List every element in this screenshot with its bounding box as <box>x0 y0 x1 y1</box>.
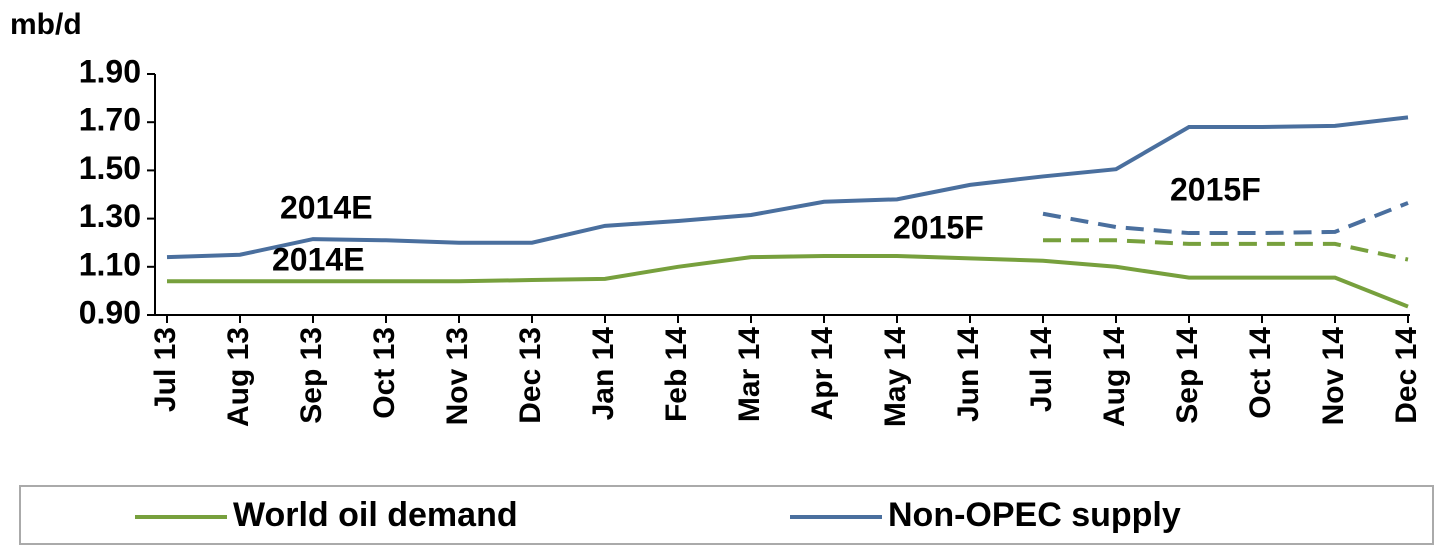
series-label: 2014E <box>272 241 365 277</box>
x-tick-label: Apr 14 <box>806 327 839 421</box>
legend-label: World oil demand <box>233 496 518 534</box>
x-tick-label: Mar 14 <box>733 327 766 422</box>
series-label: 2015F <box>1170 171 1261 207</box>
y-tick-label: 1.10 <box>79 246 141 282</box>
series-line <box>167 253 1409 309</box>
x-tick-label: Dec 14 <box>1390 327 1423 424</box>
y-tick-label: 0.90 <box>79 294 141 330</box>
x-tick-label: Aug 13 <box>222 327 255 427</box>
series-line <box>166 115 1409 260</box>
x-tick-label: Dec 13 <box>514 327 547 424</box>
x-tick-label: Oct 14 <box>1244 327 1277 419</box>
x-tick-label: Jun 14 <box>952 327 985 422</box>
x-tick-label: May 14 <box>879 327 912 427</box>
series-line <box>1042 201 1409 236</box>
x-tick-label: Nov 13 <box>441 327 474 425</box>
x-tick-label: Feb 14 <box>660 327 693 422</box>
x-tick-label: Sep 13 <box>295 327 328 424</box>
x-tick-label: Aug 14 <box>1098 327 1131 427</box>
y-tick-label: 1.30 <box>79 198 141 234</box>
series-line <box>1043 238 1409 262</box>
legend-box <box>19 485 1434 545</box>
y-tick-label: 1.50 <box>79 150 141 186</box>
x-tick-label: Jul 14 <box>1025 327 1058 412</box>
y-tick-label: 1.70 <box>79 102 141 138</box>
y-tick-label: 1.90 <box>79 53 141 89</box>
x-tick-label: Jul 13 <box>149 327 182 412</box>
x-tick-label: Sep 14 <box>1171 327 1204 424</box>
series-label: 2015F <box>893 209 984 245</box>
y-axis-label: mb/d <box>10 8 82 41</box>
x-tick-label: Oct 13 <box>368 327 401 419</box>
x-tick-label: Nov 14 <box>1317 327 1350 426</box>
x-tick-label: Jan 14 <box>587 327 620 421</box>
legend-label: Non-OPEC supply <box>888 496 1181 534</box>
series-label: 2014E <box>280 189 373 225</box>
